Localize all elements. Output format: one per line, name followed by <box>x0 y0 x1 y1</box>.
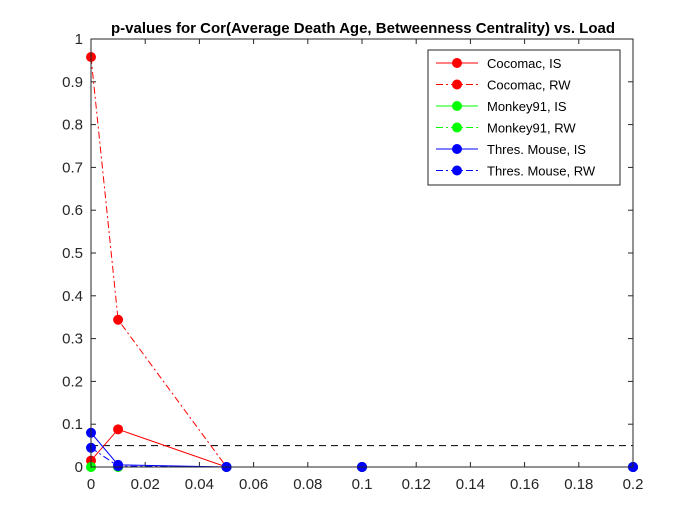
y-tick-label: 0.5 <box>62 245 83 262</box>
x-tick-label: 0.16 <box>510 476 539 493</box>
x-tick-label: 0.18 <box>564 476 593 493</box>
legend-entry-label: Cocomac, IS <box>487 56 562 71</box>
x-tick-label: 0.12 <box>402 476 431 493</box>
legend-marker <box>452 144 462 154</box>
y-tick-label: 1 <box>75 31 83 48</box>
y-tick-label: 0.4 <box>62 288 83 305</box>
y-tick-label: 0 <box>75 459 83 476</box>
legend-entry-label: Monkey91, IS <box>487 99 567 114</box>
axes-frame <box>90 38 634 468</box>
y-tick-label: 0.7 <box>62 159 83 176</box>
chart-title: p-values for Cor(Average Death Age, Betw… <box>111 20 615 37</box>
legend: Cocomac, IS Cocomac, RW Monkey91, IS Monkey… <box>427 49 621 186</box>
y-tick-label: 0.9 <box>62 74 83 91</box>
legend-marker <box>452 79 462 90</box>
x-tick-label: 0.1 <box>352 476 373 493</box>
legend-entry-label: Thres. Mouse, RW <box>487 164 596 179</box>
legend-marker <box>452 122 462 133</box>
data-point <box>113 314 124 325</box>
x-tick-label: 0.14 <box>456 476 485 493</box>
legend-entry-label: Cocomac, RW <box>487 78 571 93</box>
x-tick-label: 0.06 <box>239 476 268 493</box>
legend-marker <box>452 58 462 68</box>
x-tick-label: 0.02 <box>131 476 160 493</box>
x-tick-label: 0.2 <box>623 476 644 493</box>
legend-marker <box>452 101 462 111</box>
y-tick-label: 0.3 <box>62 331 83 348</box>
legend-box <box>427 49 621 186</box>
series-line <box>90 56 633 468</box>
legend-marker <box>452 165 462 176</box>
x-tick-label: 0 <box>87 476 95 493</box>
y-tick-label: 0.1 <box>62 416 83 433</box>
x-tick-label: 0.04 <box>185 476 214 493</box>
x-tick-label: 0.08 <box>293 476 322 493</box>
data-point <box>113 424 124 435</box>
y-tick-label: 0.6 <box>62 202 83 219</box>
y-tick-label: 0.2 <box>62 373 83 390</box>
legend-entry-label: Monkey91, RW <box>487 121 576 136</box>
y-tick-label: 0.8 <box>62 117 83 134</box>
legend-entry-label: Thres. Mouse, IS <box>487 142 586 157</box>
data-point <box>113 461 124 472</box>
